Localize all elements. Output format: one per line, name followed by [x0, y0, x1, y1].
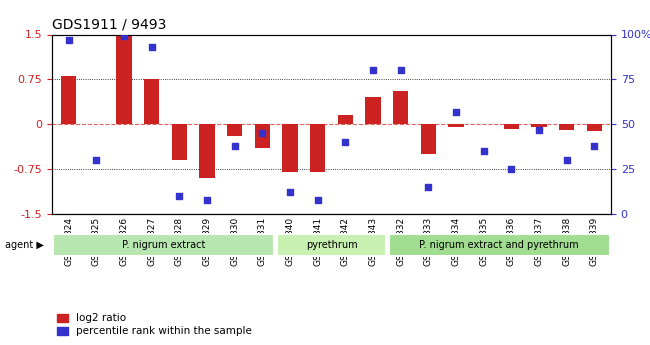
Bar	[393, 91, 408, 124]
Point	[589, 143, 599, 148]
Bar	[227, 124, 242, 136]
Bar	[532, 124, 547, 127]
FancyBboxPatch shape	[277, 234, 386, 256]
Text: pyrethrum: pyrethrum	[306, 240, 358, 250]
Bar	[448, 124, 463, 127]
Point	[146, 44, 157, 50]
Bar	[255, 124, 270, 148]
Bar	[421, 124, 436, 154]
Point	[64, 37, 74, 43]
Point	[202, 197, 212, 202]
Bar	[504, 124, 519, 129]
Point	[340, 139, 350, 145]
Text: GDS1911 / 9493: GDS1911 / 9493	[52, 18, 166, 32]
Bar	[338, 115, 353, 124]
Point	[395, 68, 406, 73]
Bar	[559, 124, 575, 130]
Bar	[587, 124, 602, 131]
Point	[174, 193, 185, 199]
Point	[506, 166, 517, 172]
Point	[91, 157, 101, 163]
Point	[534, 127, 544, 132]
Point	[119, 33, 129, 39]
Point	[313, 197, 323, 202]
Point	[423, 184, 434, 190]
Bar	[310, 124, 325, 172]
Bar	[61, 76, 76, 124]
Text: agent ▶: agent ▶	[5, 240, 44, 250]
Bar	[116, 34, 131, 124]
Point	[368, 68, 378, 73]
Point	[257, 130, 268, 136]
Bar	[172, 124, 187, 160]
Text: P. nigrum extract and pyrethrum: P. nigrum extract and pyrethrum	[419, 240, 579, 250]
Point	[451, 109, 462, 115]
Point	[478, 148, 489, 154]
Point	[285, 190, 295, 195]
Point	[229, 143, 240, 148]
Bar	[282, 124, 298, 172]
FancyBboxPatch shape	[53, 234, 274, 256]
Text: P. nigrum extract: P. nigrum extract	[122, 240, 205, 250]
Bar	[144, 79, 159, 124]
Legend: log2 ratio, percentile rank within the sample: log2 ratio, percentile rank within the s…	[57, 313, 252, 336]
Bar	[200, 124, 214, 178]
Bar	[365, 97, 381, 124]
FancyBboxPatch shape	[389, 234, 610, 256]
Point	[562, 157, 572, 163]
